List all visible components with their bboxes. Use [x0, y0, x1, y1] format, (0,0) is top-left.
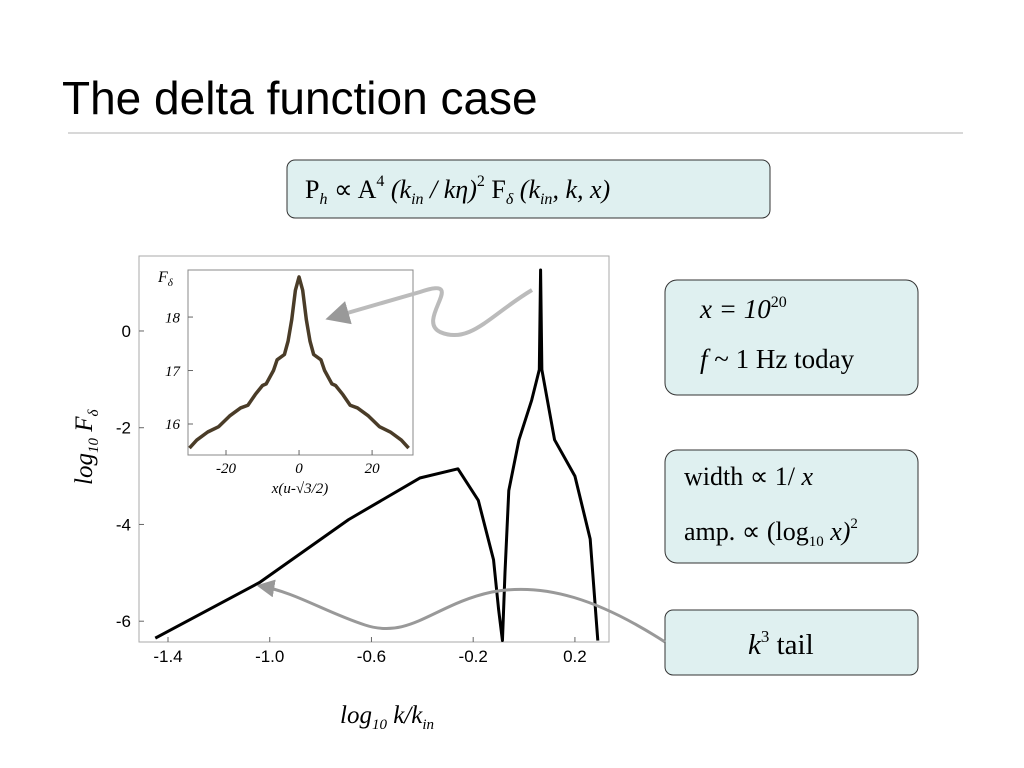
y-tick-label: -4 — [116, 515, 131, 534]
x-tick-label: -0.2 — [459, 647, 488, 666]
inset-chart: -20 0 20 16 17 18 — [165, 275, 410, 477]
y-tick-label: -6 — [116, 612, 131, 631]
box-line: amp. ∝ (log10 x)2 — [684, 516, 858, 550]
formula-part: (k — [384, 175, 411, 204]
arrow — [325, 286, 534, 338]
label-part: δ — [86, 409, 102, 417]
formula-part: in — [411, 191, 423, 208]
formula-box — [286, 159, 771, 219]
x-tick-label: -0.6 — [357, 647, 386, 666]
y-tick-label: 0 — [122, 322, 131, 341]
info-box — [664, 609, 919, 676]
x-tick-label: -1.4 — [153, 647, 182, 666]
formula-part: (k — [513, 175, 540, 204]
formula-part: in — [540, 191, 552, 208]
x-axis-label: log10 k/kin — [340, 702, 434, 733]
y-axis-label: log10 Fδ — [71, 409, 102, 485]
inset-y-label: Fδ — [157, 269, 174, 289]
info-box — [664, 449, 919, 564]
formula-part: δ — [506, 191, 514, 208]
box-text: width ∝ 1/ — [684, 462, 802, 491]
box-line: x = 1020 — [699, 294, 787, 324]
formula-part: 2 — [477, 173, 485, 190]
data-line — [188, 275, 410, 450]
formula-part: / kη) — [424, 175, 477, 204]
label-part: F — [71, 416, 98, 438]
box-text: amp. ∝ (log — [684, 517, 809, 546]
formula-part: 4 — [376, 173, 384, 190]
box-text: x = 10 — [699, 294, 771, 324]
formula-part: , k, x) — [552, 175, 610, 204]
x-tick-label: 20 — [365, 461, 381, 477]
x-tick-label: 0.2 — [563, 647, 587, 666]
box-text: f — [700, 344, 711, 374]
formula-part: F — [485, 175, 506, 204]
data-line — [154, 268, 600, 642]
box-text: k — [748, 629, 762, 661]
box-text: ~ 1 Hz today — [708, 344, 855, 374]
label-part: k/k — [387, 702, 423, 729]
label-part: δ — [168, 277, 174, 289]
box-text: 3 — [761, 627, 770, 646]
x-tick-label: 0 — [295, 461, 303, 477]
box-line: width ∝ 1/ x — [684, 462, 814, 491]
label-part: log — [340, 702, 372, 729]
box-text: 2 — [850, 516, 858, 532]
formula-part: h — [319, 191, 327, 208]
main-chart: -1.4 -1.0 -0.6 -0.2 0.2 0 -2 -4 -6 — [116, 268, 600, 666]
label-part: log — [71, 453, 98, 485]
y-tick-label: 16 — [165, 417, 181, 433]
box-text: tail — [769, 629, 813, 661]
formula-part: ∝ A — [327, 175, 376, 204]
arrow — [256, 579, 666, 644]
info-box — [664, 279, 919, 396]
x-tick-label: -1.0 — [255, 647, 284, 666]
formula-part: P — [305, 175, 319, 204]
y-tick-label: 17 — [165, 364, 182, 380]
box-text: x — [801, 462, 814, 491]
box-text: 20 — [771, 294, 787, 311]
slide-title: The delta function case — [62, 72, 538, 124]
inset-x-label: x(u-√3/2) — [271, 481, 329, 497]
label-part: 10 — [86, 438, 102, 454]
y-tick-label: 18 — [165, 310, 181, 326]
label-part: 10 — [372, 717, 388, 733]
box-line: f ~ 1 Hz today — [700, 344, 855, 374]
formula: Ph ∝ A4 (kin / kη)2 Fδ (kin, k, x) — [305, 173, 610, 208]
x-tick-label: -20 — [216, 461, 236, 477]
box-text: 10 — [809, 534, 824, 550]
y-tick-label: -2 — [116, 419, 131, 438]
box-line: k3 tail — [748, 627, 814, 661]
label-part: in — [422, 717, 434, 733]
box-text: x) — [824, 517, 851, 546]
label-part: F — [157, 269, 168, 286]
